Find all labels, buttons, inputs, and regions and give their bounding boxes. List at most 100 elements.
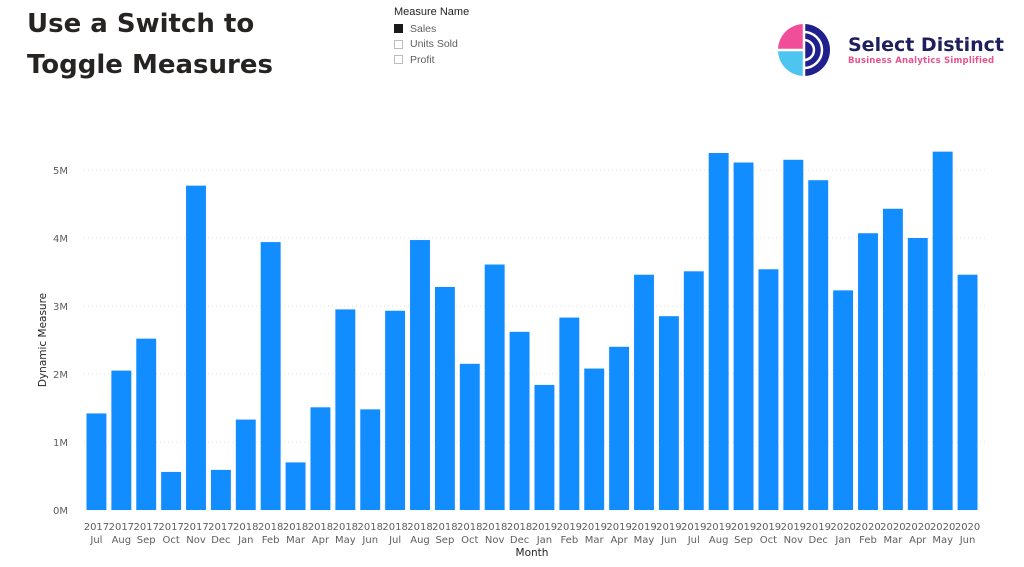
bar[interactable]: [858, 233, 878, 511]
bar[interactable]: [658, 316, 679, 510]
x-tick-year: 2017: [109, 522, 134, 533]
x-tick-month: Dec: [510, 535, 529, 546]
checkbox-unchecked-icon[interactable]: [394, 39, 403, 49]
x-tick-year: 2018: [333, 522, 358, 533]
bar[interactable]: [957, 274, 978, 510]
bar[interactable]: [161, 471, 182, 510]
bar[interactable]: [559, 317, 580, 510]
x-tick-month: Jun: [361, 535, 378, 546]
bar[interactable]: [210, 469, 231, 510]
x-tick-month: Jul: [687, 535, 700, 546]
logo-name: Select Distinct: [848, 34, 1004, 56]
bar[interactable]: [484, 264, 505, 510]
bar[interactable]: [310, 407, 331, 510]
bar[interactable]: [634, 274, 654, 510]
x-tick-year: 2019: [781, 522, 806, 533]
bar[interactable]: [882, 208, 903, 510]
x-tick-year: 2019: [805, 522, 830, 533]
bar[interactable]: [459, 363, 480, 510]
bar[interactable]: [584, 368, 605, 510]
x-tick-month: Apr: [312, 535, 330, 546]
x-tick-year: 2017: [158, 522, 183, 533]
bar[interactable]: [260, 242, 281, 510]
bar[interactable]: [708, 153, 729, 510]
bar[interactable]: [609, 346, 630, 510]
x-tick-month: Mar: [286, 535, 306, 546]
x-tick-year: 2019: [581, 522, 606, 533]
slicer-header: Measure Name: [394, 6, 470, 18]
x-tick-month: Aug: [709, 535, 729, 546]
x-axis-ticks: 2017Jul2017Aug2017Sep2017Oct2017Nov2017D…: [84, 522, 981, 546]
x-tick-month: Jan: [237, 535, 253, 546]
bar[interactable]: [385, 310, 406, 510]
x-tick-month: Mar: [585, 535, 605, 546]
x-tick-year: 2019: [731, 522, 756, 533]
x-tick-month: Sep: [734, 535, 753, 546]
brand-logo: Select Distinct Business Analytics Simpl…: [776, 22, 1004, 78]
x-tick-year: 2018: [357, 522, 382, 533]
x-tick-year: 2017: [183, 522, 208, 533]
bar[interactable]: [335, 309, 356, 510]
x-tick-year: 2019: [706, 522, 731, 533]
x-tick-year: 2019: [681, 522, 706, 533]
bar[interactable]: [410, 240, 430, 511]
bar[interactable]: [808, 180, 829, 510]
x-tick-month: May: [634, 535, 655, 546]
x-tick-month: Feb: [560, 535, 578, 546]
bar[interactable]: [534, 384, 555, 510]
slicer-option-label: Sales: [410, 22, 437, 35]
bar[interactable]: [907, 238, 928, 510]
y-tick-label: 3M: [53, 302, 68, 313]
bar[interactable]: [86, 413, 107, 510]
y-tick-label: 5M: [53, 166, 68, 177]
x-tick-month: Jan: [834, 535, 850, 546]
bar[interactable]: [683, 271, 704, 510]
x-tick-year: 2019: [756, 522, 781, 533]
x-tick-month: Jun: [660, 535, 677, 546]
x-tick-month: Aug: [410, 535, 430, 546]
x-tick-month: Oct: [162, 535, 179, 546]
bar[interactable]: [111, 370, 132, 510]
slicer-option-label: Units Sold: [410, 38, 458, 51]
slicer-option-units-sold[interactable]: Units Sold: [394, 37, 469, 53]
x-tick-month: Jan: [536, 535, 552, 546]
slicer-option-sales[interactable]: Sales: [394, 21, 469, 37]
x-tick-month: Jun: [959, 535, 976, 546]
y-tick-label: 4M: [53, 234, 68, 245]
x-tick-year: 2018: [283, 522, 308, 533]
bar[interactable]: [186, 185, 206, 510]
bar[interactable]: [932, 151, 953, 510]
x-tick-month: Aug: [112, 535, 132, 546]
x-tick-month: Apr: [909, 535, 927, 546]
x-tick-month: May: [335, 535, 356, 546]
y-tick-label: 2M: [53, 370, 68, 381]
bar[interactable]: [360, 409, 381, 510]
bar[interactable]: [235, 419, 256, 510]
bar[interactable]: [833, 290, 854, 510]
x-tick-month: Mar: [883, 535, 903, 546]
x-tick-month: Oct: [461, 535, 478, 546]
x-tick-month: Apr: [610, 535, 628, 546]
slicer-option-label: Profit: [410, 53, 435, 66]
x-tick-month: Oct: [760, 535, 777, 546]
x-tick-year: 2018: [407, 522, 432, 533]
bar[interactable]: [509, 331, 530, 510]
slicer-option-profit[interactable]: Profit: [394, 52, 469, 68]
bar[interactable]: [136, 338, 157, 510]
x-axis-title: Month: [516, 547, 549, 559]
checkbox-unchecked-icon[interactable]: [394, 55, 403, 65]
bar[interactable]: [733, 162, 754, 510]
bar[interactable]: [783, 159, 804, 511]
bar[interactable]: [758, 269, 779, 510]
x-tick-year: 2017: [208, 522, 233, 533]
select-distinct-logo-icon: [778, 24, 830, 76]
bar[interactable]: [285, 462, 306, 510]
x-tick-year: 2020: [905, 522, 930, 533]
bar[interactable]: [434, 286, 455, 510]
x-tick-month: Dec: [211, 535, 230, 546]
x-tick-year: 2019: [557, 522, 582, 533]
bars: [86, 151, 978, 511]
checkbox-checked-icon[interactable]: [394, 24, 403, 34]
x-tick-month: Sep: [435, 535, 454, 546]
x-tick-month: May: [932, 535, 953, 546]
